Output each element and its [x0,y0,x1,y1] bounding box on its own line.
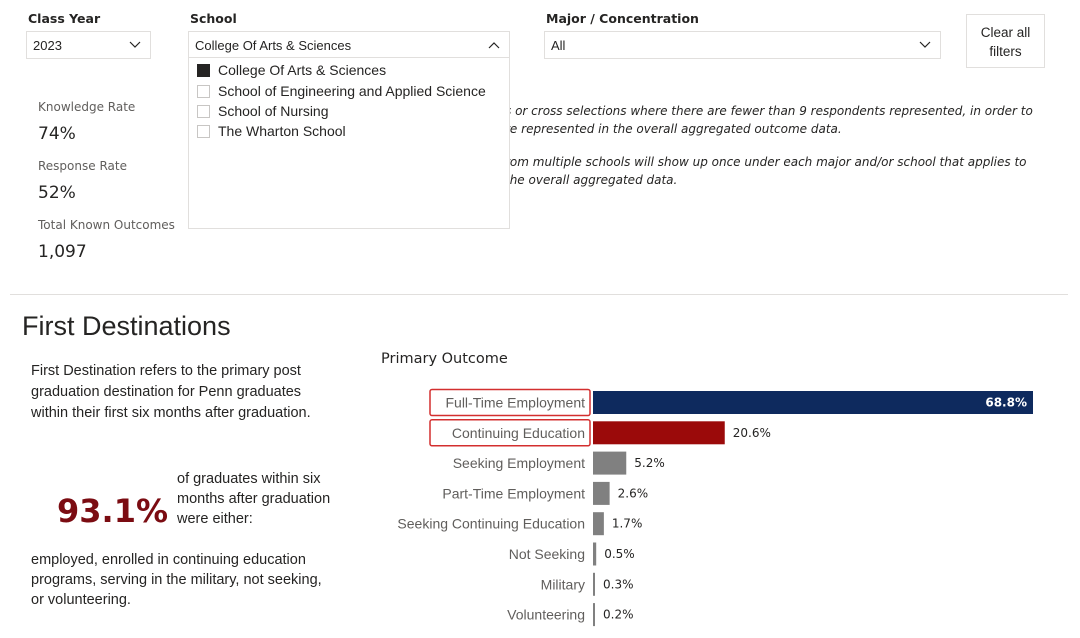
school-option-label: College Of Arts & Sciences [218,62,387,78]
category-label: Military [541,576,585,592]
description-line: First Destination refers to the primary … [31,363,301,379]
bar[interactable] [593,421,725,445]
category-label: Not Seeking [509,546,585,562]
bar[interactable] [593,481,610,505]
clear-all-filters-button[interactable]: Clear all filters [966,14,1045,68]
category-label: Part-Time Employment [442,485,585,501]
checkbox-icon[interactable] [197,124,210,138]
data-label: 0.5% [604,547,635,561]
data-label: 68.8% [985,396,1027,410]
outcome-line: programs, serving in the military, not s… [31,572,322,588]
section-title: First Destinations [22,311,231,341]
bar[interactable] [593,572,595,596]
bar[interactable] [593,451,627,475]
class-year-value: 2023 [33,38,62,53]
description-line: graduation destination for Penn graduate… [31,384,302,400]
knowledge-rate-value: 74% [38,124,76,144]
bar[interactable] [593,603,595,627]
pct-caption-line: months after graduation [177,491,331,507]
total-known-outcomes-value: 1,097 [38,242,87,262]
note-line-1: s or cross selections where there are fe… [505,104,1033,118]
category-label: Seeking Employment [453,455,585,471]
highlight-box [429,419,591,447]
response-rate-value: 52% [38,183,76,203]
class-year-select[interactable]: 2023 [26,31,151,59]
outcome-line: or volunteering. [31,592,131,608]
chart-title: Primary Outcome [381,351,508,367]
major-label: Major / Concentration [546,11,699,26]
pct-caption-line: were either: [177,511,253,527]
headline-percentage: 93.1% [57,492,169,530]
school-option-label: School of Nursing [218,103,329,119]
category-label: Full-Time Employment [445,395,585,411]
category-label: Volunteering [507,607,585,623]
class-year-label: Class Year [28,11,101,26]
section-divider [10,294,1068,295]
school-value: College Of Arts & Sciences [195,38,352,53]
checkbox-icon[interactable] [197,104,210,118]
pct-caption-line: of graduates within six [177,471,321,487]
total-known-outcomes-label: Total Known Outcomes [38,218,175,232]
note-line-4: the overall aggregated data. [505,173,678,187]
highlight-box [429,388,591,417]
bar[interactable] [593,391,1033,414]
clear-all-line2: filters [989,44,1022,59]
school-option-label: The Wharton School [218,123,346,139]
chevron-up-icon [488,42,500,49]
outcome-description: employed, enrolled in continuing educati… [31,550,322,610]
primary-outcome-chart: Full-Time Employment 68.8% Continuing Educ… [397,388,1033,627]
category-label: Seeking Continuing Education [397,516,585,532]
school-select[interactable]: College Of Arts & Sciences [188,31,510,59]
clear-all-line1: Clear all [980,25,1031,40]
data-label: 0.2% [603,608,634,622]
school-label: School [190,11,237,26]
school-option-label: School of Engineering and Applied Scienc… [218,83,486,99]
description-line: within their first six months after grad… [31,405,311,421]
school-option[interactable]: School of Engineering and Applied Scienc… [197,81,486,101]
school-option[interactable]: School of Nursing [197,101,329,121]
section-description: First Destination refers to the primary … [31,361,311,424]
note-line-2: re represented in the overall aggregated… [505,122,842,136]
school-option[interactable]: The Wharton School [197,121,346,141]
bar[interactable] [593,512,604,536]
data-label: 0.3% [603,577,634,591]
school-option[interactable]: College Of Arts & Sciences [197,60,386,80]
pct-caption: of graduates within six months after gra… [177,469,330,529]
knowledge-rate-label: Knowledge Rate [38,100,136,114]
checkbox-icon[interactable] [197,84,210,98]
bar[interactable] [593,542,597,566]
major-select[interactable]: All [544,31,941,59]
checkbox-checked-icon[interactable] [197,63,210,77]
category-label: Continuing Education [452,425,585,441]
school-dropdown-list: College Of Arts & Sciences School of Eng… [188,57,510,229]
data-label: 1.7% [612,517,643,531]
response-rate-label: Response Rate [38,159,127,173]
data-label: 2.6% [618,486,649,500]
outcome-line: employed, enrolled in continuing educati… [31,552,306,568]
data-label: 20.6% [733,426,771,440]
chevron-down-icon [919,41,931,48]
major-value: All [551,38,566,53]
note-line-3: rom multiple schools will show up once u… [505,155,1027,169]
data-label: 5.2% [634,456,665,470]
chevron-down-icon [129,41,141,48]
